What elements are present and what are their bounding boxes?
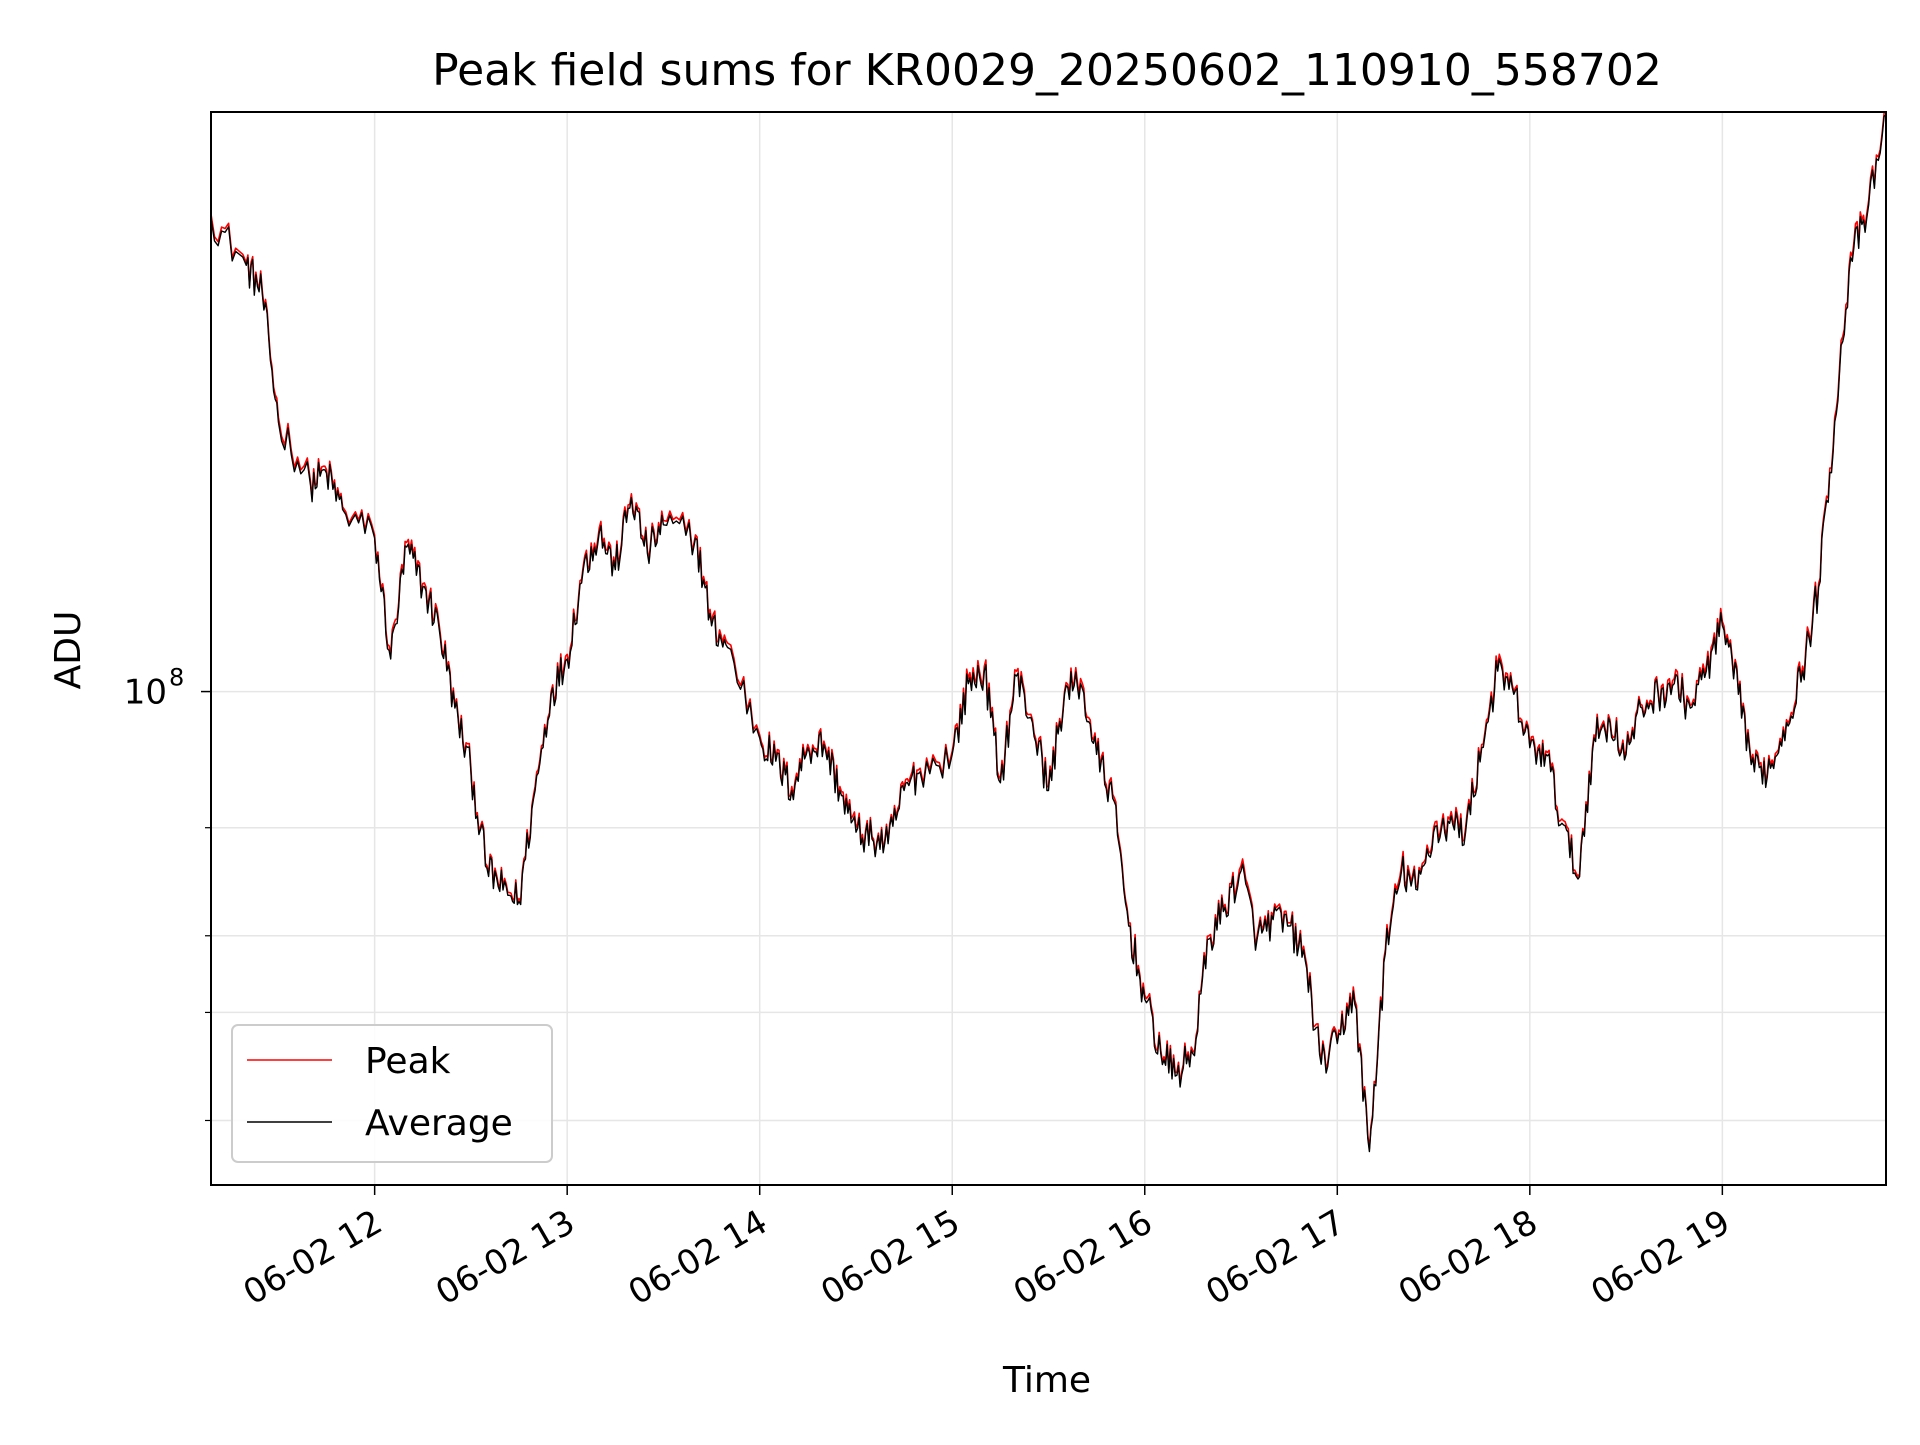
y-tick-exponent: 8 — [169, 664, 184, 692]
plot-area-frame — [210, 111, 1887, 1186]
grid-layer — [211, 112, 1886, 1185]
y-axis-label: ADU — [48, 611, 89, 690]
y-axis: 10 8 — [124, 664, 211, 1122]
legend: Peak Average — [231, 1024, 553, 1163]
legend-label-average: Average — [365, 1103, 513, 1144]
y-tick-label: 10 — [124, 673, 167, 713]
chart-title: Peak field sums for KR0029_20250602_1109… — [432, 45, 1662, 96]
legend-label-peak: Peak — [365, 1041, 451, 1082]
x-axis-label: Time — [1002, 1360, 1091, 1401]
series-line-average — [210, 114, 1887, 1153]
series-layer — [210, 111, 1887, 1153]
